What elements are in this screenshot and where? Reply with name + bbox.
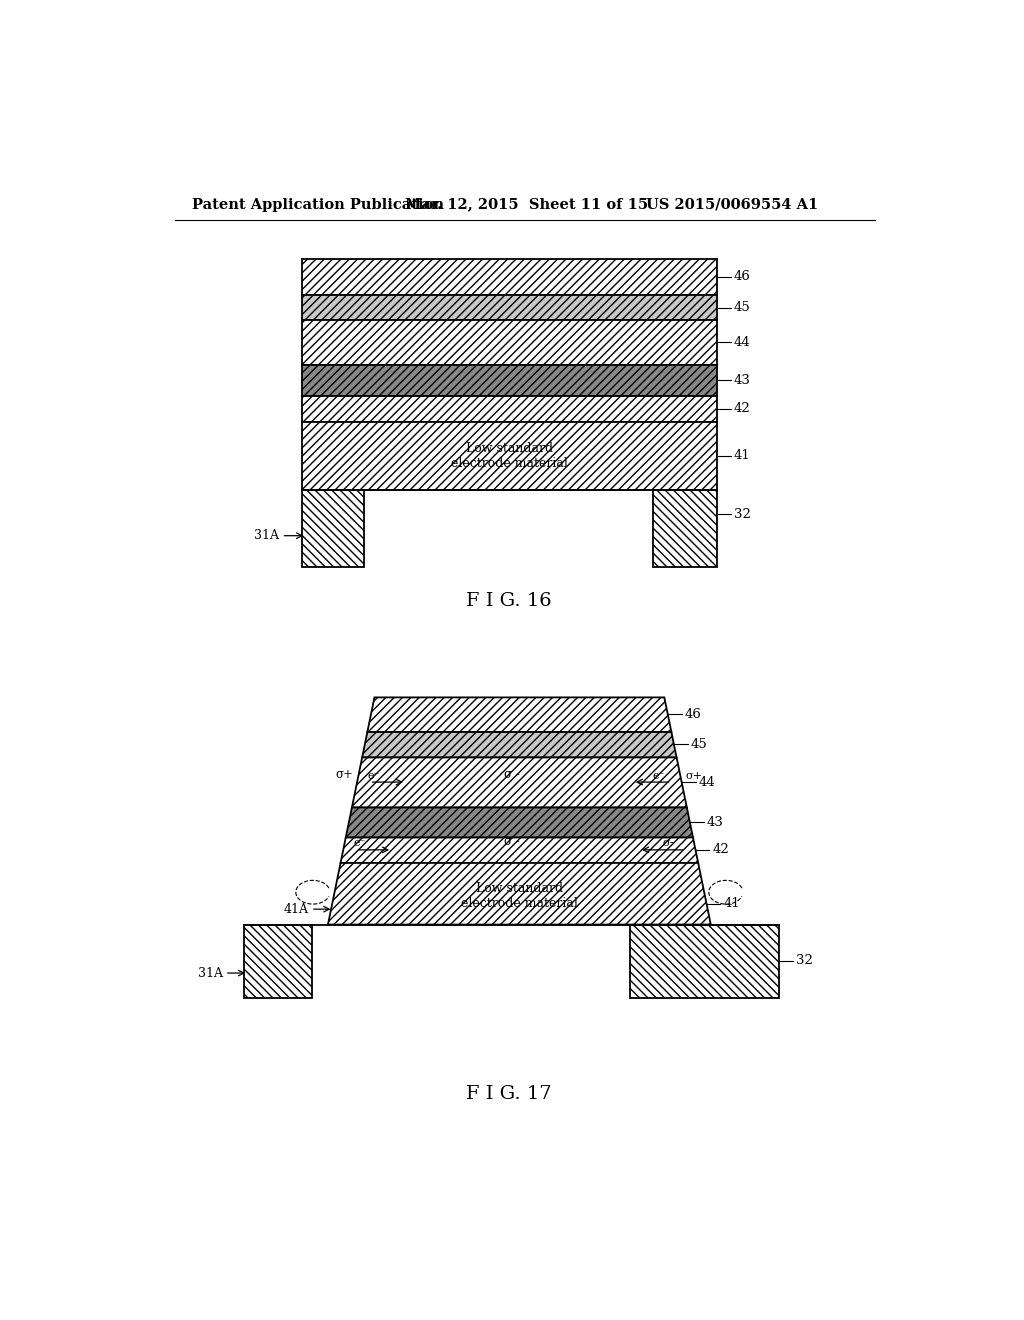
Bar — [302, 296, 717, 321]
Text: 41: 41 — [734, 449, 751, 462]
Text: e⁻: e⁻ — [368, 771, 380, 780]
Text: 41A: 41A — [284, 903, 308, 916]
Text: 44: 44 — [698, 776, 716, 788]
Text: Mar. 12, 2015  Sheet 11 of 15: Mar. 12, 2015 Sheet 11 of 15 — [406, 198, 648, 211]
Text: e⁻: e⁻ — [652, 771, 665, 780]
Text: F I G. 16: F I G. 16 — [467, 593, 552, 610]
Text: 44: 44 — [734, 335, 751, 348]
Text: F I G. 17: F I G. 17 — [467, 1085, 552, 1104]
Text: 45: 45 — [734, 301, 751, 314]
Text: σ -: σ - — [504, 767, 519, 780]
Text: 31A: 31A — [254, 529, 280, 543]
Bar — [302, 490, 365, 566]
Text: US 2015/0069554 A1: US 2015/0069554 A1 — [646, 198, 818, 211]
Polygon shape — [362, 733, 677, 758]
Text: 46: 46 — [685, 708, 701, 721]
Bar — [302, 259, 717, 296]
Polygon shape — [328, 863, 711, 924]
Polygon shape — [341, 838, 698, 863]
Text: 31A: 31A — [198, 966, 222, 979]
Text: 32: 32 — [734, 508, 751, 520]
Text: e⁻: e⁻ — [353, 838, 366, 849]
Text: σ -: σ - — [504, 836, 519, 849]
Text: σ+: σ+ — [685, 771, 702, 780]
Bar — [302, 321, 717, 364]
Polygon shape — [346, 808, 693, 838]
Bar — [302, 364, 717, 396]
Text: 45: 45 — [691, 738, 708, 751]
Bar — [653, 490, 717, 566]
Polygon shape — [352, 758, 687, 808]
Text: 41: 41 — [724, 898, 740, 911]
Text: σ-: σ- — [663, 838, 674, 849]
Text: 43: 43 — [707, 816, 724, 829]
Text: σ+: σ+ — [336, 767, 353, 780]
Text: 42: 42 — [734, 403, 751, 416]
Text: Low standard
electrode material: Low standard electrode material — [451, 442, 567, 470]
Polygon shape — [368, 697, 672, 733]
Bar — [630, 924, 779, 998]
Text: 42: 42 — [713, 843, 729, 857]
Text: Patent Application Publication: Patent Application Publication — [191, 198, 443, 211]
Bar — [302, 396, 717, 422]
Text: Low standard
electrode material: Low standard electrode material — [461, 882, 578, 909]
Bar — [245, 924, 311, 998]
Text: 46: 46 — [734, 271, 751, 284]
Text: 32: 32 — [796, 954, 813, 968]
Bar — [302, 422, 717, 490]
Text: 43: 43 — [734, 374, 751, 387]
